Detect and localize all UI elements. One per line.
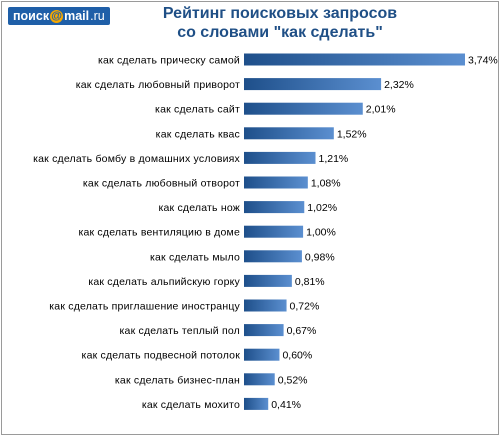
value-label: 0,98%: [305, 251, 335, 263]
category-label: как сделать бизнес-план: [115, 374, 240, 386]
category-label: как сделать альпийскую горку: [88, 276, 240, 288]
bar: [244, 274, 292, 287]
category-label: как сделать приглашение иностранцу: [49, 301, 240, 313]
bar: [244, 78, 382, 91]
bar: [244, 250, 302, 263]
bar: [244, 102, 363, 115]
bar: [244, 299, 287, 312]
value-label: 0,67%: [287, 325, 317, 337]
chart-title-line-2: со словами "как сделать": [177, 24, 383, 41]
value-label: 1,21%: [319, 153, 349, 165]
bar: [244, 151, 316, 164]
category-label: как сделать любовный приворот: [76, 79, 240, 91]
category-label: как сделать мыло: [150, 251, 240, 263]
category-label: как сделать сайт: [155, 104, 240, 116]
value-label: 0,81%: [295, 276, 325, 288]
chart-title: Рейтинг поисковых запросов со словами "к…: [130, 4, 430, 42]
value-label: 0,72%: [290, 301, 320, 313]
value-label: 1,02%: [307, 202, 337, 214]
value-label: 3,74%: [468, 55, 498, 67]
bar: [244, 373, 275, 386]
category-label: как сделать подвесной потолок: [82, 350, 241, 362]
category-label: как сделать прическу самой: [98, 55, 240, 67]
value-label: 2,01%: [366, 104, 396, 116]
bars-layer: как сделать прическу самой 3,74% как сдела…: [33, 53, 498, 411]
logo-brand: поиск: [13, 9, 50, 23]
value-label: 0,52%: [278, 374, 308, 386]
value-label: 1,08%: [311, 178, 341, 190]
category-label: как сделать квас: [156, 128, 240, 140]
bar: [244, 53, 465, 66]
bar: [244, 127, 334, 140]
logo-tld: .ru: [90, 9, 105, 23]
value-label: 2,32%: [384, 79, 414, 91]
bar: [244, 201, 305, 214]
bar: [244, 348, 280, 361]
category-label: как сделать вентиляцию в доме: [78, 227, 240, 239]
value-label: 0,41%: [271, 399, 301, 411]
category-label: как сделать бомбу в домашних условиях: [33, 153, 240, 165]
logo-domain: mail: [64, 9, 90, 23]
category-label: как сделать теплый пол: [120, 325, 240, 337]
chart-title-line-1: Рейтинг поисковых запросов: [162, 5, 398, 22]
value-label: 0,60%: [282, 350, 312, 362]
bar: [244, 176, 308, 189]
value-label: 1,52%: [337, 128, 367, 140]
bar: [244, 397, 269, 410]
category-label: как сделать нож: [158, 202, 240, 214]
category-label: как сделать мохито: [142, 399, 240, 411]
mail-ru-logo: поиск @ mail .ru: [8, 7, 110, 25]
bar: [244, 324, 284, 337]
bar: [244, 225, 304, 238]
category-label: как сделать любовный отворот: [83, 178, 240, 190]
logo-at-sign: @: [50, 9, 64, 23]
value-label: 1,00%: [306, 227, 336, 239]
